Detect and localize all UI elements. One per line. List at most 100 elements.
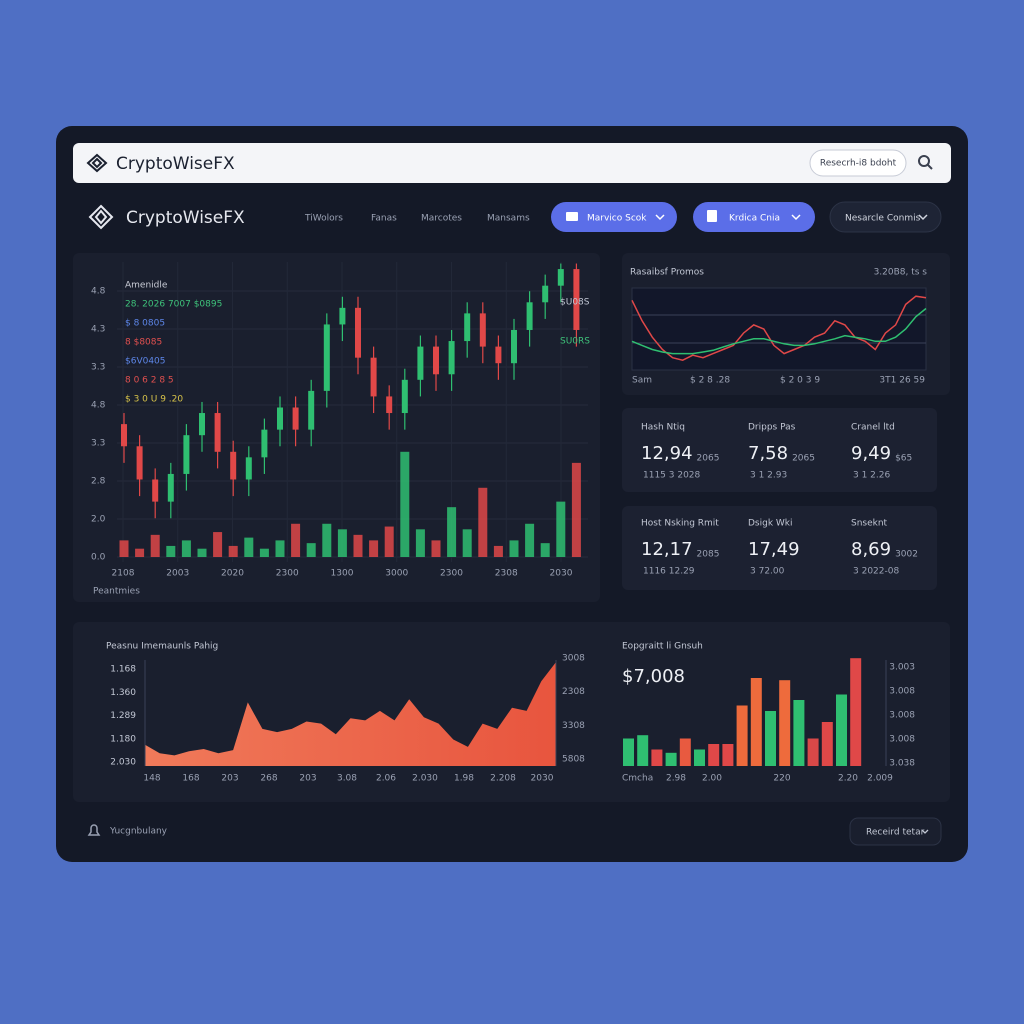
bar [679,738,691,766]
candle-body [479,313,486,347]
volume-bar [150,534,160,557]
volume-bar [197,548,207,557]
y-tick-label: 4.8 [91,287,106,297]
stats-panel [622,506,937,590]
mail-icon [566,212,578,221]
bar [637,735,649,766]
x-tick-label: 2.208 [490,774,516,784]
volume-bar [369,540,379,557]
volume-bar [135,548,145,557]
x-tick-label: 2.98 [666,774,686,784]
legend-text: 28. 2026 7007 $0895 [125,300,222,310]
x-tick-label: 268 [260,774,277,784]
bar [722,744,734,766]
y-tick-label: 3.3 [91,363,105,373]
stat-sub: 1116 12.29 [643,567,695,577]
y-tick-label: 1.289 [110,711,136,721]
bar [736,705,748,766]
y-tick-label: 3.003 [889,663,915,673]
stat-value: 8,69 [851,539,891,560]
nav-button[interactable] [693,202,815,232]
footer-button-label: Receird tetar [866,828,925,838]
candle-body [261,429,268,458]
x-tick-label: 2300 [276,569,299,579]
x-tick-label: 2.20 [838,774,858,784]
x-tick-label: 148 [143,774,160,784]
nav-button[interactable] [551,202,677,232]
volume-bar [322,523,332,557]
area [145,662,556,766]
nav-link[interactable]: Fanas [371,214,397,224]
candle-body [573,269,580,330]
candle-body [355,307,361,358]
chevron [791,214,801,221]
candle-body [199,413,205,436]
volume-bar [525,523,535,557]
candle-body [542,285,549,303]
bar [779,680,791,766]
stat-value: 9,49 [851,443,891,464]
bar [807,738,819,766]
volume-bar [462,529,472,557]
volume-bar [571,462,581,557]
bar-title: Eopgraitt li Gnsuh [622,642,703,652]
bar [765,711,776,766]
x-tick-label: 168 [182,774,199,784]
candle-body [230,451,237,480]
bar [623,738,634,766]
nav-link[interactable]: TiWolors [304,214,343,224]
y-tick-label: 2.030 [110,758,136,768]
price-label: SU0RS [560,337,590,347]
bar [793,700,805,766]
nav-link[interactable]: Mansams [487,214,530,224]
candle-body [433,346,439,375]
mini-title: Rasaibsf Promos [630,268,704,278]
x-tick-label: 2003 [166,569,189,579]
volume-bar [166,545,176,557]
candle-body [277,407,283,430]
x-tick-label: Cmcha [622,774,653,784]
y-tick-label: 3.038 [889,759,915,769]
y-tick-label: 3008 [562,654,585,664]
stat-value: 17,49 [748,539,800,560]
chevron [918,214,928,221]
stat-value: 12,17 [641,539,693,560]
mini-plot-area [631,287,927,371]
search-icon[interactable] [918,155,933,170]
x-tick-label: Sam [632,376,652,386]
candle-body [121,424,127,447]
y-tick-label: 1.360 [110,688,136,698]
nav-brand: CryptoWiseFX [126,208,245,228]
search-text: Resecrh-i8 bdoht [820,159,897,169]
y-tick-label: 4.8 [91,401,106,411]
candle-body [417,346,424,380]
bar [750,678,762,766]
x-tick-label: 203 [299,774,316,784]
candle-body [183,435,190,474]
candle-body [152,479,159,502]
footer-button[interactable] [849,817,942,846]
search-box[interactable] [809,149,907,177]
nav-button[interactable] [829,201,942,233]
stat-sub: 3 2022-08 [853,567,899,577]
x-tick-label: $ 2 0 3 9 [780,376,820,386]
nav-link[interactable]: Marcotes [421,214,462,224]
bell-icon[interactable] [87,824,101,836]
candle-body [292,407,299,430]
volume-bar [493,545,503,557]
legend-text: $6V0405 [125,357,166,367]
bar [708,744,720,766]
browser-brand: CryptoWiseFX [116,154,235,174]
browser-logo [86,153,108,173]
stat-sub: 3 1 2.26 [853,471,890,481]
y-tick-label: 0.0 [91,553,106,563]
candle-body [370,357,377,397]
stat-unit: 3002 [895,550,918,560]
candle-body [308,390,315,430]
stat-sub: 1115 3 2028 [643,471,701,481]
volume-bar [228,545,238,557]
candle-body [464,313,471,342]
x-tick-label: 203 [221,774,238,784]
x-tick-label: 2.030 [412,774,438,784]
